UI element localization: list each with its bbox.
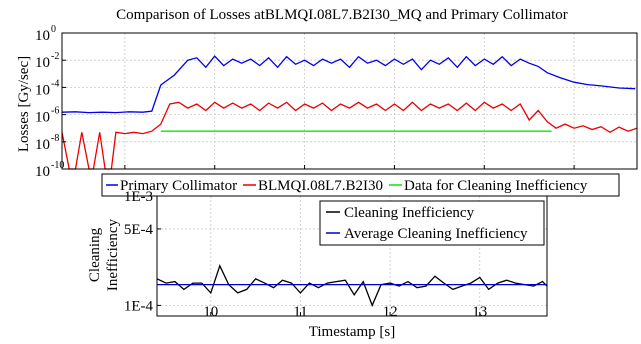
bottom-legend-box [319, 200, 545, 246]
legend-label: Cleaning Inefficiency [344, 205, 475, 221]
top-plot-frame [61, 32, 638, 170]
legend-entry-data-cleaning: Data for Cleaning Inefficiency [389, 178, 588, 194]
legend-label: BLMQI.08L7.B2I30 [258, 178, 383, 194]
bottom-chart: 10 11 12 13 1E-3 5E-4 1E-4 Cleaning Inefficie… [87, 189, 548, 340]
bottom-series [156, 264, 548, 308]
top-chart: Comparison of Losses atBLMQI.08L7.B2I30_… [16, 7, 638, 197]
y-tick-exponent: 0 [51, 24, 56, 35]
y-tick-label: 5E-4 [124, 222, 154, 238]
x-tick-label: 13 [472, 304, 487, 320]
legend-entry-primary-collimator: Primary Collimator [106, 178, 237, 194]
y-tick-base: 10 [35, 137, 50, 153]
series-line-1 [61, 101, 638, 170]
bottom-x-ticks: 10 11 12 13 [203, 304, 487, 320]
top-y-axis-label: Losses [Gy/sec] [16, 56, 32, 152]
series-line-0 [61, 55, 636, 114]
top-grid [62, 32, 637, 170]
legend-entry-blm: BLMQI.08L7.B2I30 [243, 178, 383, 194]
top-chart-title: Comparison of Losses atBLMQI.08L7.B2I30_… [116, 7, 568, 23]
x-tick-label: 12 [383, 304, 398, 320]
y-tick-label: 1E-3 [124, 189, 153, 205]
legend-label: Primary Collimator [120, 178, 237, 194]
bottom-legend: Cleaning Inefficiency Average Cleaning I… [319, 200, 545, 246]
y-tick-base: 10 [35, 164, 50, 180]
x-tick-label: 10 [203, 304, 218, 320]
y-tick-base: 10 [35, 28, 50, 44]
bottom-y-axis-label-line-2: Inefficiency [105, 218, 121, 291]
bottom-plot-frame [156, 195, 548, 317]
legend-label: Data for Cleaning Inefficiency [404, 178, 588, 194]
y-tick-base: 10 [35, 82, 50, 98]
x-tick-label: 11 [293, 304, 307, 320]
bottom-y-ticks: 1E-3 5E-4 1E-4 [124, 189, 161, 314]
legend-label: Average Cleaning Inefficiency [344, 226, 528, 242]
top-series [61, 55, 638, 170]
y-tick-base: 10 [35, 110, 50, 126]
series-line-0 [156, 264, 548, 308]
y-tick-exponent: -10 [51, 160, 64, 171]
y-tick-label: 1E-4 [124, 298, 154, 314]
y-tick-exponent: -2 [51, 51, 59, 62]
legend-entry-cleaning-inefficiency: Cleaning Inefficiency [326, 205, 475, 221]
y-tick-exponent: -4 [51, 78, 59, 89]
top-legend: Primary Collimator BLMQI.08L7.B2I30 Data… [101, 173, 620, 197]
bottom-x-axis-label: Timestamp [s] [309, 324, 396, 340]
legend-entry-average-cleaning-inefficiency: Average Cleaning Inefficiency [326, 226, 528, 242]
bottom-y-axis-label-line-1: Cleaning [87, 227, 103, 282]
y-tick-base: 10 [35, 55, 50, 71]
y-tick-exponent: -8 [51, 133, 59, 144]
y-tick-exponent: -6 [51, 106, 59, 117]
